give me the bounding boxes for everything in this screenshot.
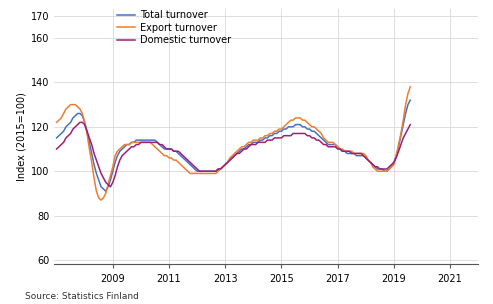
Line: Total turnover: Total turnover bbox=[57, 100, 410, 191]
Total turnover bbox=[65, 123, 71, 126]
Domestic turnover bbox=[407, 123, 413, 126]
Domestic turnover bbox=[107, 185, 113, 188]
Domestic turnover bbox=[288, 134, 294, 137]
Domestic turnover bbox=[54, 147, 60, 151]
Export turnover bbox=[110, 165, 116, 169]
Export turnover bbox=[292, 116, 298, 120]
Export turnover bbox=[178, 163, 184, 166]
Domestic turnover bbox=[180, 154, 186, 157]
Export turnover bbox=[54, 121, 60, 124]
Domestic turnover bbox=[295, 132, 301, 135]
Export turnover bbox=[285, 121, 291, 124]
Line: Domestic turnover: Domestic turnover bbox=[57, 123, 410, 187]
Export turnover bbox=[98, 198, 104, 202]
Legend: Total turnover, Export turnover, Domestic turnover: Total turnover, Export turnover, Domesti… bbox=[113, 7, 235, 49]
Total turnover bbox=[145, 138, 151, 142]
Line: Export turnover: Export turnover bbox=[57, 87, 410, 200]
Total turnover bbox=[285, 125, 291, 129]
Total turnover bbox=[103, 189, 109, 193]
Total turnover bbox=[110, 169, 116, 173]
Total turnover bbox=[407, 98, 413, 102]
Export turnover bbox=[65, 105, 71, 109]
Total turnover bbox=[292, 123, 298, 126]
Export turnover bbox=[145, 140, 151, 144]
Domestic turnover bbox=[112, 174, 118, 178]
Domestic turnover bbox=[147, 140, 153, 144]
Y-axis label: Index (2015=100): Index (2015=100) bbox=[17, 92, 27, 181]
Total turnover bbox=[54, 136, 60, 140]
Total turnover bbox=[178, 154, 184, 157]
Domestic turnover bbox=[65, 134, 71, 137]
Domestic turnover bbox=[77, 121, 83, 124]
Export turnover bbox=[407, 85, 413, 89]
Text: Source: Statistics Finland: Source: Statistics Finland bbox=[25, 292, 139, 301]
